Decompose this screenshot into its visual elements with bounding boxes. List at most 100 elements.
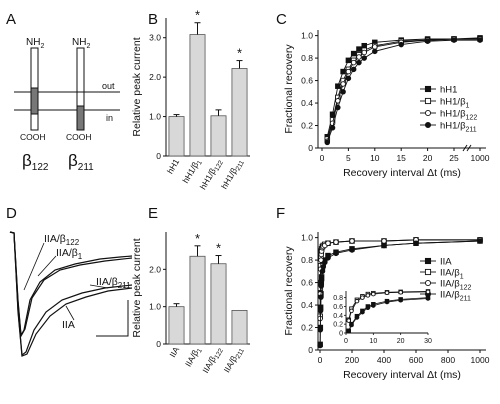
c-terminus-label: COOH — [66, 132, 92, 142]
bar — [168, 306, 185, 345]
data-point — [318, 277, 325, 284]
leader-line — [37, 255, 57, 277]
inset-y-tick-label: 0.2 — [333, 322, 343, 329]
data-point — [340, 68, 346, 75]
panel-c-line-chart: C 0 0.2 0.4 0.6 0.8 1.0 0 5 10 15 20 25 1000 Recovery… — [276, 11, 490, 179]
significance-star: * — [195, 231, 200, 246]
subunit-beta-211: NH2 COOH β211 — [66, 37, 94, 173]
y-tick-label: 2.0 — [149, 264, 161, 274]
y-tick-label: 0.6 — [301, 76, 313, 86]
trace-label: IIA — [62, 319, 75, 331]
bar — [210, 263, 227, 345]
subunit-beta-122: NH2 COOH β122 — [20, 37, 49, 173]
intracellular-domain — [76, 105, 85, 131]
trace-iia — [9, 231, 133, 357]
y-tick-label: 0 — [308, 143, 313, 153]
significance-star: * — [216, 241, 221, 256]
x-tick-label: 5 — [346, 153, 351, 163]
legend-entry: hH1/β122 — [440, 109, 477, 122]
data-point — [398, 41, 404, 48]
x-tick-label: 10 — [370, 153, 380, 163]
inset-data-point — [365, 293, 371, 298]
inset-data-point — [371, 303, 376, 308]
y-tick-label: 0.2 — [301, 121, 313, 131]
y-tick-label: 0 — [156, 339, 161, 349]
data-point — [381, 238, 387, 244]
legend-entry: IIA — [440, 257, 452, 268]
y-axis-label: Relative peak current — [131, 37, 143, 136]
y-tick-label: 2.0 — [149, 72, 161, 82]
x-tick-label: 15 — [396, 153, 406, 163]
n-terminus-label: NH2 — [72, 37, 90, 50]
intracellular-domain — [30, 113, 39, 131]
membrane-out-label: out — [102, 81, 115, 91]
leader-line — [89, 284, 109, 289]
inset-data-point — [349, 322, 354, 328]
category-label: IIA/β1 — [183, 345, 204, 370]
legend-entry: IIA/β122 — [440, 279, 472, 292]
data-point — [372, 48, 378, 55]
bar — [231, 309, 248, 345]
subunit-name: β122 — [22, 151, 49, 173]
data-point — [317, 307, 324, 314]
panel-letter-e: E — [148, 205, 158, 222]
data-point — [322, 259, 328, 266]
legend-entry: hH1/β211 — [440, 121, 477, 134]
data-point — [345, 68, 352, 75]
inset-data-point — [398, 298, 403, 303]
y-tick-label: 1.0 — [149, 302, 161, 312]
y-tick-label: 0.6 — [301, 278, 313, 288]
c-terminus-label: COOH — [20, 132, 46, 142]
panel-f-line-chart: F 00.20.40.60.81.00 200 400 600 800 1000Recov… — [276, 205, 490, 381]
leader-line — [23, 242, 45, 291]
x-tick-label: 200 — [345, 355, 359, 365]
inset-y-tick-label: 0.8 — [333, 295, 343, 302]
inset-data-point — [384, 290, 390, 296]
x-tick-label: 800 — [441, 355, 455, 365]
transmembrane-domain — [76, 91, 85, 107]
data-point — [340, 89, 346, 95]
x-tick-label: 0 — [320, 153, 325, 163]
category-label: IIA/β211 — [222, 345, 247, 376]
data-point — [413, 240, 419, 246]
legend-entry: IIA/β1 — [440, 268, 464, 281]
inset-x-tick-label: 30 — [424, 338, 432, 345]
y-tick-label: 1.0 — [301, 31, 313, 41]
y-tick-label: 0 — [156, 151, 161, 161]
inset-data-point — [354, 298, 360, 304]
data-point — [349, 238, 355, 244]
data-point — [477, 37, 483, 43]
x-tick-label: 25 — [449, 153, 459, 163]
panel-letter-d: D — [6, 205, 17, 222]
leader-line — [65, 305, 75, 321]
data-point — [318, 294, 324, 300]
transmembrane-domain — [30, 87, 39, 115]
bar — [231, 68, 248, 157]
y-tick-label: 0.2 — [301, 323, 313, 333]
y-axis-label: Fractional recovery — [283, 246, 295, 336]
data-point — [318, 283, 325, 289]
data-point — [350, 59, 357, 66]
inset-x-tick-label: 10 — [369, 338, 377, 345]
data-point — [424, 38, 431, 44]
data-point — [335, 104, 341, 111]
legend-marker — [424, 85, 432, 93]
inset-data-point — [346, 328, 351, 334]
panel-letter-c: C — [276, 11, 287, 28]
category-label: IIA/β122 — [200, 345, 225, 376]
subunit-name: β211 — [68, 151, 94, 173]
data-point — [356, 46, 362, 52]
x-tick-label: 600 — [409, 355, 423, 365]
axis-break-mark — [462, 144, 468, 152]
inset-data-point — [371, 291, 376, 297]
scale-bar — [96, 300, 129, 337]
trace-label: IIA/β122 — [44, 233, 80, 247]
panel-a: A out in NH2 COOH β122 NH2 COOH β211 — [6, 11, 120, 173]
y-tick-label: 0.4 — [301, 98, 313, 108]
data-point — [477, 238, 483, 244]
y-tick-label: 0.4 — [301, 300, 313, 310]
inset-y-tick-label: 0.4 — [333, 313, 343, 320]
inset-x-tick-label: 20 — [397, 338, 405, 345]
legend-marker — [424, 121, 432, 129]
